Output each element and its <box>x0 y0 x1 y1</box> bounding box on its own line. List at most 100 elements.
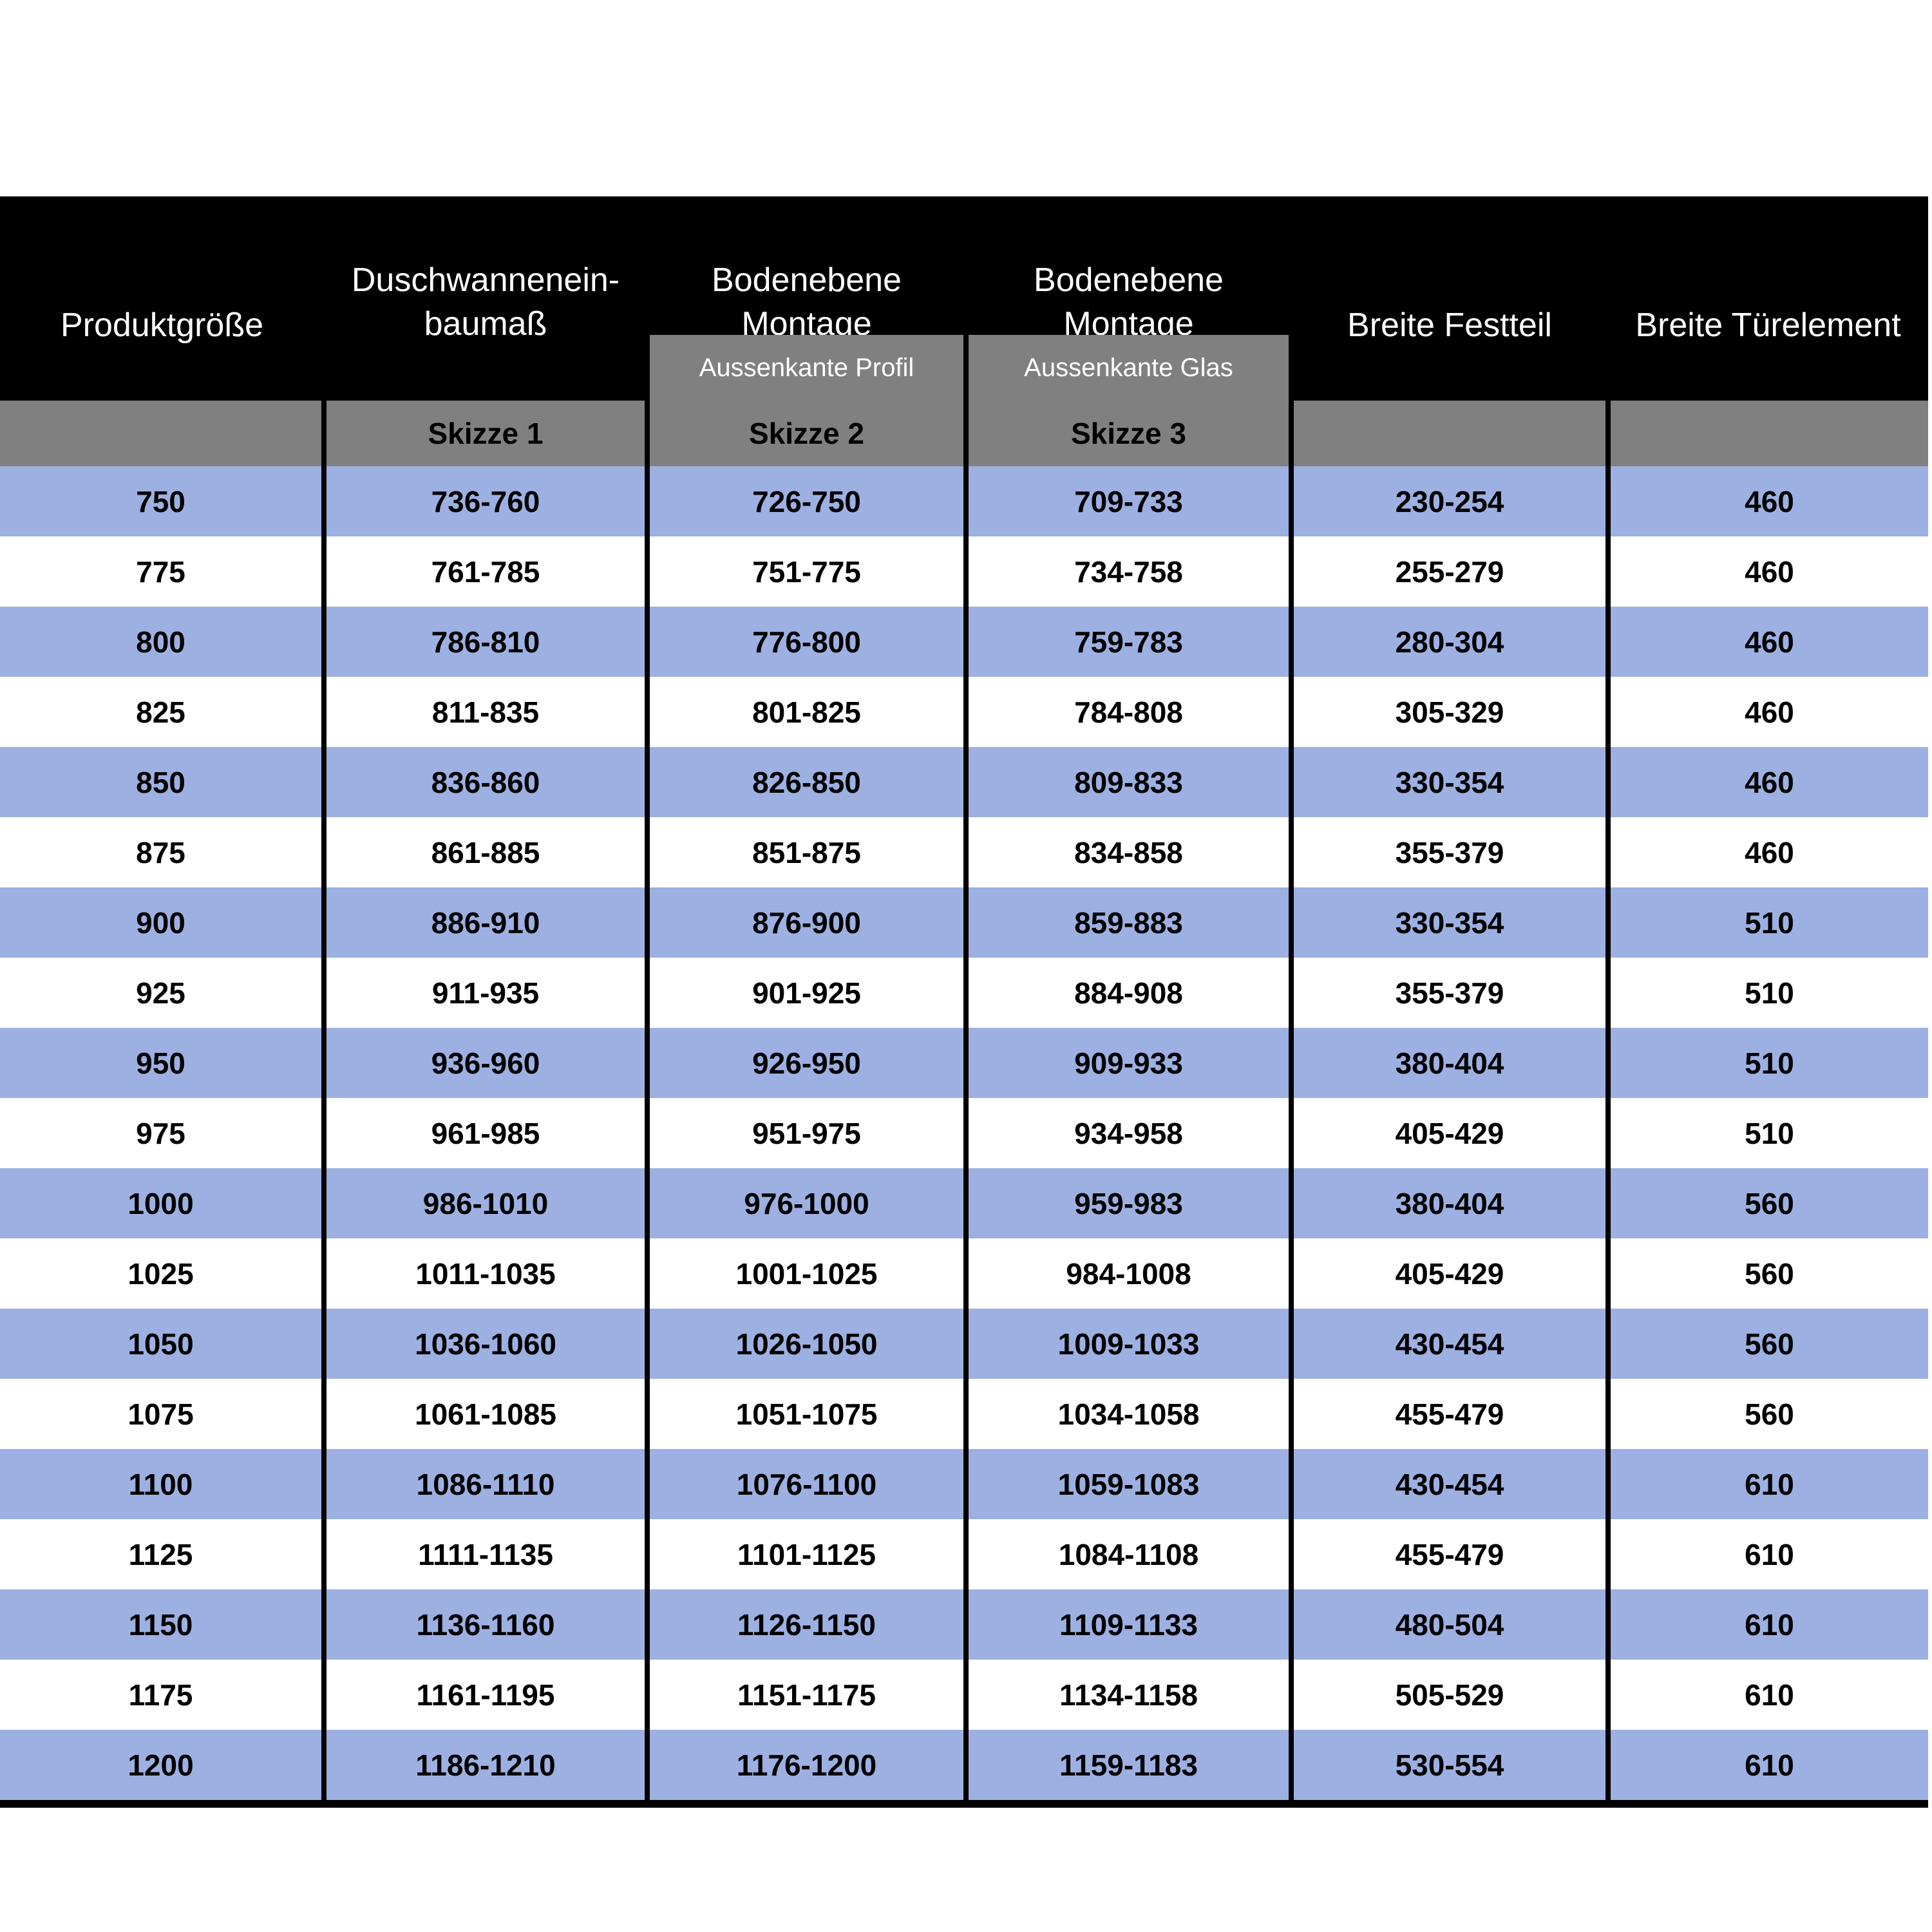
table-row: 1075 1061-1085 1051-1075 1034-1058 455-479 56… <box>0 1379 1928 1449</box>
cell-festteil: 305-329 <box>1289 677 1611 747</box>
cell-produktgroesse: 750 <box>0 466 327 536</box>
cell-tuerelement: 460 <box>1605 747 1928 817</box>
cell-festteil: 430-454 <box>1289 1449 1611 1519</box>
cell-einbaumass: 911-935 <box>321 958 650 1028</box>
table-row: 975 961-985 951-975 934-958 405-429 510 <box>0 1098 1928 1168</box>
cell-glas: 959-983 <box>963 1168 1294 1238</box>
cell-profil: 901-925 <box>645 958 969 1028</box>
cell-profil: 826-850 <box>645 747 969 817</box>
cell-tuerelement: 610 <box>1605 1449 1928 1519</box>
skizze-label: Skizze 1 <box>428 417 544 450</box>
cell-glas: 1159-1183 <box>963 1730 1294 1808</box>
header-row-skizze: Skizze 1 Aussenkante Profil Skizze 2 Aus… <box>0 335 1928 466</box>
cell-tuerelement: 510 <box>1605 1098 1928 1168</box>
cell-glas: 1034-1058 <box>963 1379 1294 1449</box>
cell-tuerelement: 510 <box>1605 1028 1928 1098</box>
cell-glas: 759-783 <box>963 607 1294 677</box>
header-cell-breite-festteil: Breite Festteil <box>1291 196 1608 401</box>
header-line: Breite Türelement <box>1635 306 1901 344</box>
cell-tuerelement: 460 <box>1605 536 1928 607</box>
table-row: 1150 1136-1160 1126-1150 1109-1133 480-504 61… <box>0 1589 1928 1660</box>
cell-profil: 926-950 <box>645 1028 969 1098</box>
cell-glas: 734-758 <box>963 536 1294 607</box>
cell-profil: 951-975 <box>645 1098 969 1168</box>
cell-festteil: 255-279 <box>1289 536 1611 607</box>
table-container: Produktgröße Duschwannenein- baumaß Bode… <box>0 196 1928 1808</box>
header-cell-einbaumass: Duschwannenein- baumaß <box>324 196 647 401</box>
cell-profil: 801-825 <box>645 677 969 747</box>
cell-einbaumass: 1161-1195 <box>321 1660 650 1730</box>
cell-produktgroesse: 975 <box>0 1098 327 1168</box>
cell-glas: 1009-1033 <box>963 1309 1294 1379</box>
header-cell-breite-tuerelement: Breite Türelement <box>1608 196 1928 401</box>
cell-einbaumass: 1011-1035 <box>321 1238 650 1309</box>
header-line: Bodenebene <box>1034 261 1224 299</box>
cell-einbaumass: 811-835 <box>321 677 650 747</box>
table-row: 875 861-885 851-875 834-858 355-379 460 <box>0 817 1928 887</box>
cell-einbaumass: 1111-1135 <box>321 1519 650 1589</box>
table-row: 950 936-960 926-950 909-933 380-404 510 <box>0 1028 1928 1098</box>
skizze-cell-tuerelement <box>1605 401 1928 466</box>
table-row: 1050 1036-1060 1026-1050 1009-1033 430-454 56… <box>0 1309 1928 1379</box>
cell-tuerelement: 560 <box>1605 1168 1928 1238</box>
cell-produktgroesse: 1125 <box>0 1519 327 1589</box>
cell-einbaumass: 1086-1110 <box>321 1449 650 1519</box>
cell-festteil: 480-504 <box>1289 1589 1611 1660</box>
cell-einbaumass: 736-760 <box>321 466 650 536</box>
cell-produktgroesse: 875 <box>0 817 327 887</box>
subheader-aussenkante-glas: Aussenkante Glas <box>963 335 1294 401</box>
cell-festteil: 380-404 <box>1289 1028 1611 1098</box>
cell-profil: 1176-1200 <box>645 1730 969 1808</box>
cell-festteil: 355-379 <box>1289 817 1611 887</box>
cell-festteil: 330-354 <box>1289 887 1611 958</box>
cell-profil: 1126-1150 <box>645 1589 969 1660</box>
cell-einbaumass: 1136-1160 <box>321 1589 650 1660</box>
cell-profil: 1101-1125 <box>645 1519 969 1589</box>
header-label-produktgroesse: Produktgröße <box>0 250 324 348</box>
header-label-bodenebene-glas: Bodenebene Montage <box>966 251 1291 346</box>
cell-tuerelement: 460 <box>1605 466 1928 536</box>
cell-festteil: 330-354 <box>1289 747 1611 817</box>
cell-glas: 1109-1133 <box>963 1589 1294 1660</box>
table-row: 1200 1186-1210 1176-1200 1159-1183 530-554 61… <box>0 1730 1928 1808</box>
cell-profil: 876-900 <box>645 887 969 958</box>
cell-einbaumass: 886-910 <box>321 887 650 958</box>
cell-glas: 709-733 <box>963 466 1294 536</box>
table-row: 775 761-785 751-775 734-758 255-279 460 <box>0 536 1928 607</box>
produktgroessen-table: Produktgröße Duschwannenein- baumaß Bode… <box>0 196 1928 1808</box>
cell-profil: 726-750 <box>645 466 969 536</box>
table-row: 1175 1161-1195 1151-1175 1134-1158 505-529 61… <box>0 1660 1928 1730</box>
cell-glas: 859-883 <box>963 887 1294 958</box>
cell-glas: 1134-1158 <box>963 1660 1294 1730</box>
cell-profil: 776-800 <box>645 607 969 677</box>
cell-profil: 751-775 <box>645 536 969 607</box>
cell-profil: 1076-1100 <box>645 1449 969 1519</box>
cell-tuerelement: 460 <box>1605 817 1928 887</box>
header-label-breite-festteil: Breite Festteil <box>1291 250 1608 348</box>
cell-festteil: 230-254 <box>1289 466 1611 536</box>
cell-einbaumass: 961-985 <box>321 1098 650 1168</box>
cell-glas: 934-958 <box>963 1098 1294 1168</box>
header-line: Duschwannenein- <box>351 261 620 299</box>
cell-glas: 784-808 <box>963 677 1294 747</box>
cell-profil: 1026-1050 <box>645 1309 969 1379</box>
header-line: Produktgröße <box>60 306 264 344</box>
table-row: 1025 1011-1035 1001-1025 984-1008 405-429 560 <box>0 1238 1928 1309</box>
cell-festteil: 405-429 <box>1289 1238 1611 1309</box>
skizze-label: Skizze 3 <box>1071 417 1186 450</box>
cell-produktgroesse: 1025 <box>0 1238 327 1309</box>
cell-festteil: 405-429 <box>1289 1098 1611 1168</box>
cell-tuerelement: 610 <box>1605 1660 1928 1730</box>
cell-produktgroesse: 1175 <box>0 1660 327 1730</box>
cell-einbaumass: 1186-1210 <box>321 1730 650 1808</box>
skizze-cell-profil: Aussenkante Profil Skizze 2 <box>645 335 969 466</box>
cell-tuerelement: 610 <box>1605 1589 1928 1660</box>
cell-produktgroesse: 1150 <box>0 1589 327 1660</box>
cell-tuerelement: 510 <box>1605 887 1928 958</box>
cell-profil: 851-875 <box>645 817 969 887</box>
cell-einbaumass: 986-1010 <box>321 1168 650 1238</box>
cell-einbaumass: 1036-1060 <box>321 1309 650 1379</box>
cell-einbaumass: 786-810 <box>321 607 650 677</box>
cell-glas: 884-908 <box>963 958 1294 1028</box>
